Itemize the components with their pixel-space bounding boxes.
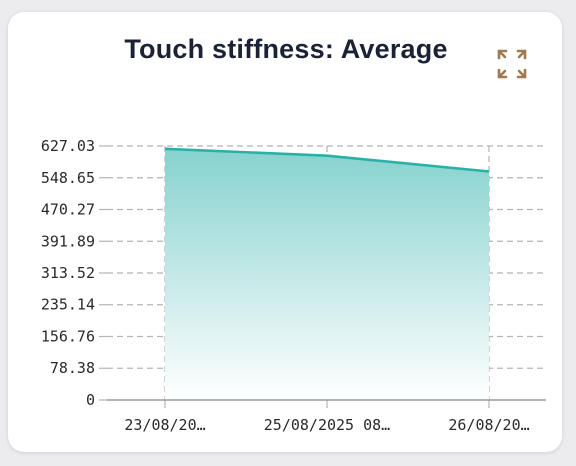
y-tick-label: 391.89 xyxy=(41,232,95,250)
y-tick-label: 313.52 xyxy=(41,264,95,282)
expand-arrow xyxy=(516,68,527,79)
y-tick-label: 627.03 xyxy=(41,137,95,155)
y-tick-label: 0 xyxy=(86,391,95,409)
y-tick-label: 156.76 xyxy=(41,327,95,345)
axes xyxy=(99,145,546,408)
x-tick-label: 23/08/20… xyxy=(124,416,205,434)
x-tick-label: 25/08/2025 08… xyxy=(264,416,390,434)
tick-labels: 0 78.38 156.76 235.14 313.52 391.89 470.27 548.… xyxy=(41,137,530,434)
area-fill xyxy=(165,148,489,400)
y-tick-label: 235.14 xyxy=(41,296,95,314)
y-tick-label: 78.38 xyxy=(50,359,95,377)
series-area xyxy=(164,147,490,400)
y-tick-label: 470.27 xyxy=(41,201,95,219)
expand-icon xyxy=(497,49,527,79)
chart-title: Touch stiffness: Average xyxy=(124,34,448,64)
expand-button[interactable] xyxy=(494,46,530,82)
expand-arrow xyxy=(516,49,527,60)
expand-arrow xyxy=(497,68,508,79)
expand-arrow xyxy=(497,49,508,60)
y-tick-label: 548.65 xyxy=(41,169,95,187)
x-tick-label: 26/08/20… xyxy=(448,416,529,434)
